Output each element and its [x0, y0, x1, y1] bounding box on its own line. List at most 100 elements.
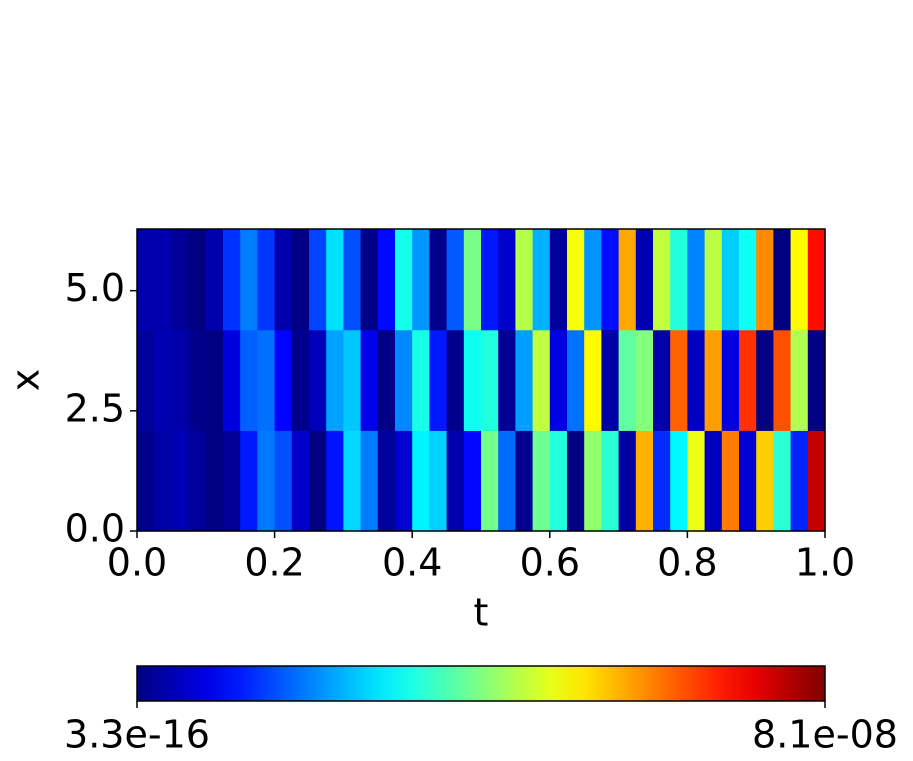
heatmap-cell — [360, 229, 379, 331]
heatmap-cell — [429, 430, 448, 532]
heatmap-cell — [584, 229, 602, 331]
heatmap-cell — [188, 430, 207, 532]
heatmap-cell — [309, 329, 327, 431]
heatmap-cell — [154, 329, 172, 431]
heatmap-cell — [395, 229, 413, 331]
heatmap-cell — [395, 430, 413, 532]
heatmap-cell — [412, 430, 430, 532]
heatmap-cell — [790, 329, 809, 431]
heatmap-cell — [343, 430, 362, 532]
heatmap-cell — [549, 229, 568, 331]
y-tick-label: 2.5 — [65, 386, 125, 430]
heatmap-cell — [291, 430, 310, 532]
heatmap-cell — [567, 329, 585, 431]
heatmap-cell — [291, 229, 310, 331]
heatmap-cell — [326, 430, 344, 532]
heatmap-cell — [653, 430, 671, 532]
heatmap-cell — [756, 229, 774, 331]
x-axis-label: t — [474, 591, 489, 635]
colorbar-tick-label: 3.3e-16 — [64, 713, 210, 757]
heatmap-cell — [704, 329, 723, 431]
y-tick-label: 5.0 — [65, 266, 125, 310]
heatmap-cell — [412, 229, 430, 331]
y-tick-label: 0.0 — [65, 507, 125, 551]
heatmap-cell — [223, 329, 241, 431]
heatmap-cell — [446, 430, 465, 532]
heatmap-cell — [205, 430, 224, 532]
heatmap-cell — [188, 329, 207, 431]
heatmap-cell — [446, 329, 465, 431]
heatmap-cell — [205, 329, 224, 431]
heatmap-cell — [257, 430, 276, 532]
heatmap-cell — [154, 229, 172, 331]
heatmap-cell — [257, 229, 276, 331]
heatmap-cell — [377, 430, 396, 532]
heatmap-cell — [721, 430, 740, 532]
heatmap-cell — [395, 329, 413, 431]
heatmap-cell — [412, 329, 430, 431]
heatmap-cell — [807, 229, 826, 331]
heatmap-cell — [463, 430, 482, 532]
heatmap-cell — [618, 329, 637, 431]
heatmap-cell — [326, 229, 344, 331]
heatmap-cell — [137, 229, 155, 331]
heatmap-cell — [205, 229, 224, 331]
heatmap-cell — [515, 229, 534, 331]
heatmap-cell — [463, 329, 482, 431]
heatmap-cell — [309, 430, 327, 532]
heatmap-cell — [618, 229, 637, 331]
heatmap-cell — [567, 430, 585, 532]
heatmap-cell — [704, 430, 723, 532]
heatmap-cell — [274, 430, 293, 532]
heatmap-cell — [687, 229, 706, 331]
heatmap-cell — [773, 430, 792, 532]
heatmap-cell — [274, 229, 293, 331]
colorbar — [136, 665, 826, 702]
heatmap-cell — [309, 229, 327, 331]
heatmap-cell — [223, 229, 241, 331]
heatmap-cell — [549, 430, 568, 532]
heatmap-cell — [567, 229, 585, 331]
x-tick-label: 0.6 — [520, 541, 580, 585]
heatmap-cell — [429, 329, 448, 431]
heatmap-cell — [756, 430, 774, 532]
heatmap-cell — [463, 229, 482, 331]
heatmap-cell — [687, 329, 706, 431]
heatmap-cell — [618, 430, 637, 532]
heatmap-cell — [739, 430, 757, 532]
heatmap-cell — [481, 430, 499, 532]
y-axis-label: x — [4, 369, 48, 392]
x-tick-label: 0.4 — [382, 541, 442, 585]
heatmap-cell — [137, 329, 155, 431]
heatmap-cell — [653, 229, 671, 331]
heatmap-cell — [704, 229, 723, 331]
heatmap-cell — [653, 329, 671, 431]
colorbar-tick-label: 8.1e-08 — [752, 713, 898, 757]
heatmap-cell — [446, 229, 465, 331]
heatmap-cell — [171, 229, 190, 331]
heatmap-cell — [498, 329, 516, 431]
heatmap-cell — [154, 430, 172, 532]
heatmap-cell — [377, 229, 396, 331]
heatmap-cell — [532, 329, 551, 431]
heatmap-cell — [240, 430, 258, 532]
x-tick-label: 1.0 — [795, 541, 855, 585]
heatmap-cell — [257, 329, 276, 431]
heatmap-cell — [670, 430, 688, 532]
heatmap-cell — [429, 229, 448, 331]
heatmap-cell — [807, 329, 826, 431]
heatmap-cell — [291, 329, 310, 431]
heatmap-cell — [773, 229, 792, 331]
heatmap-cell — [635, 329, 654, 431]
heatmap-cell — [687, 430, 706, 532]
heatmap-cell — [137, 430, 155, 532]
heatmap-cell — [223, 430, 241, 532]
heatmap-cell — [171, 430, 190, 532]
heatmap-cell — [790, 229, 809, 331]
heatmap-cell — [756, 329, 774, 431]
heatmap-cell — [601, 329, 620, 431]
heatmap-cell — [240, 329, 258, 431]
heatmap-cell — [188, 229, 207, 331]
heatmap-cell — [532, 229, 551, 331]
